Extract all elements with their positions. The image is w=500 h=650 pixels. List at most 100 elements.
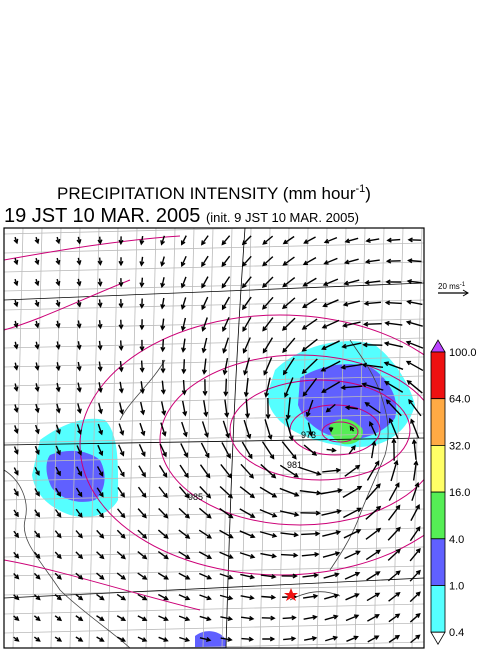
wind-arrow (160, 422, 167, 437)
arrow-head (119, 409, 125, 415)
arrow-shaft (406, 341, 424, 349)
wind-arrow (261, 594, 277, 600)
arrow-head (340, 364, 346, 370)
arrow-head (55, 280, 61, 287)
arrow-shaft (279, 487, 299, 497)
arrow-head (13, 238, 19, 245)
title: PRECIPITATION INTENSITY (mm hour-1) (57, 183, 371, 203)
wind-arrow (137, 572, 148, 580)
arrow-head (384, 320, 390, 326)
wind-arrow (180, 235, 187, 246)
wind-arrow (181, 359, 187, 375)
arrow-head (415, 612, 421, 618)
arrow-shaft (219, 551, 233, 559)
arrow-head (285, 414, 291, 421)
arrow-head (270, 594, 277, 600)
arrow-head (271, 532, 278, 538)
arrow-shaft (219, 485, 233, 499)
wind-arrow (362, 342, 383, 348)
arrow-shaft (75, 508, 83, 518)
grid-line (88, 228, 100, 648)
arrow-head (160, 240, 166, 246)
wind-arrow (280, 552, 299, 558)
wind-arrow (55, 403, 61, 414)
arrow-shaft (181, 400, 187, 416)
wind-arrow (240, 615, 255, 621)
arrow-head (323, 238, 330, 244)
wind-arrow (384, 320, 403, 326)
colorbar-label: 16.0 (449, 487, 470, 499)
arrow-head (301, 368, 307, 374)
arrow-head (139, 261, 145, 267)
wind-arrow (97, 444, 104, 457)
arrow-shaft (245, 398, 249, 418)
arrow-head (55, 386, 61, 393)
wind-arrow (302, 277, 317, 287)
arrow-head (160, 282, 166, 289)
arrow-head (185, 575, 191, 580)
wind-arrow (13, 257, 19, 266)
arrow-head (303, 239, 309, 244)
arrow-shaft (386, 399, 402, 417)
arrow-head (118, 260, 124, 267)
arrow-head (13, 407, 19, 414)
arrow-shaft (321, 510, 341, 516)
arrow-shaft (412, 461, 418, 481)
arrow-shaft (388, 613, 400, 623)
wind-arrow (76, 278, 82, 287)
wind-arrow (96, 508, 104, 519)
wind-arrow (55, 382, 61, 393)
arrow-head (78, 595, 84, 601)
arrow-head (120, 554, 126, 560)
arrow-head (77, 450, 82, 456)
arrow-head (55, 344, 61, 350)
arrow-head (246, 433, 252, 440)
grid-line (69, 228, 81, 648)
wind-arrow (219, 573, 234, 580)
wind-arrow (240, 463, 255, 479)
arrow-head (118, 324, 124, 330)
arrow-shaft (182, 379, 186, 395)
wind-arrow (13, 551, 20, 559)
wind-arrow (406, 299, 423, 306)
arrow-head (204, 453, 210, 459)
arrow-head (14, 574, 20, 580)
arrow-shaft (303, 444, 317, 456)
colorbar-label: 4.0 (449, 534, 464, 546)
wind-arrow (408, 398, 422, 417)
wind-arrow (364, 259, 380, 265)
grid-line (4, 299, 424, 311)
arrow-head (161, 431, 167, 437)
wind-arrow (322, 551, 341, 558)
arrow-head (228, 513, 234, 519)
wind-arrow (76, 382, 82, 393)
arrow-shaft (76, 466, 82, 476)
arrow-head (335, 467, 342, 473)
wind-arrow (34, 362, 40, 371)
arrow-head (78, 637, 84, 642)
arrow-shaft (304, 637, 316, 641)
arrow-head (141, 637, 148, 642)
wind-arrow (55, 278, 61, 287)
wind-arrow (240, 573, 256, 580)
wind-arrow (13, 341, 19, 350)
grid-line (4, 318, 424, 330)
arrow-shaft (323, 299, 339, 307)
colorbar-box (430, 351, 446, 400)
arrow-shaft (282, 337, 296, 353)
arrow-head (184, 472, 189, 479)
arrow-head (14, 470, 19, 476)
wind-arrow (34, 403, 40, 414)
arrow-shaft (302, 574, 318, 578)
wind-arrow (282, 235, 295, 245)
arrow-head (120, 637, 127, 642)
wind-arrow (305, 399, 314, 418)
wind-arrow (262, 317, 274, 332)
wind-arrow (201, 317, 208, 332)
wind-arrow (322, 299, 339, 308)
wind-arrow (239, 508, 256, 518)
arrow-shaft (202, 317, 208, 331)
wind-arrow (261, 441, 275, 460)
arrow-head (383, 361, 390, 367)
wind-arrow (201, 421, 209, 438)
